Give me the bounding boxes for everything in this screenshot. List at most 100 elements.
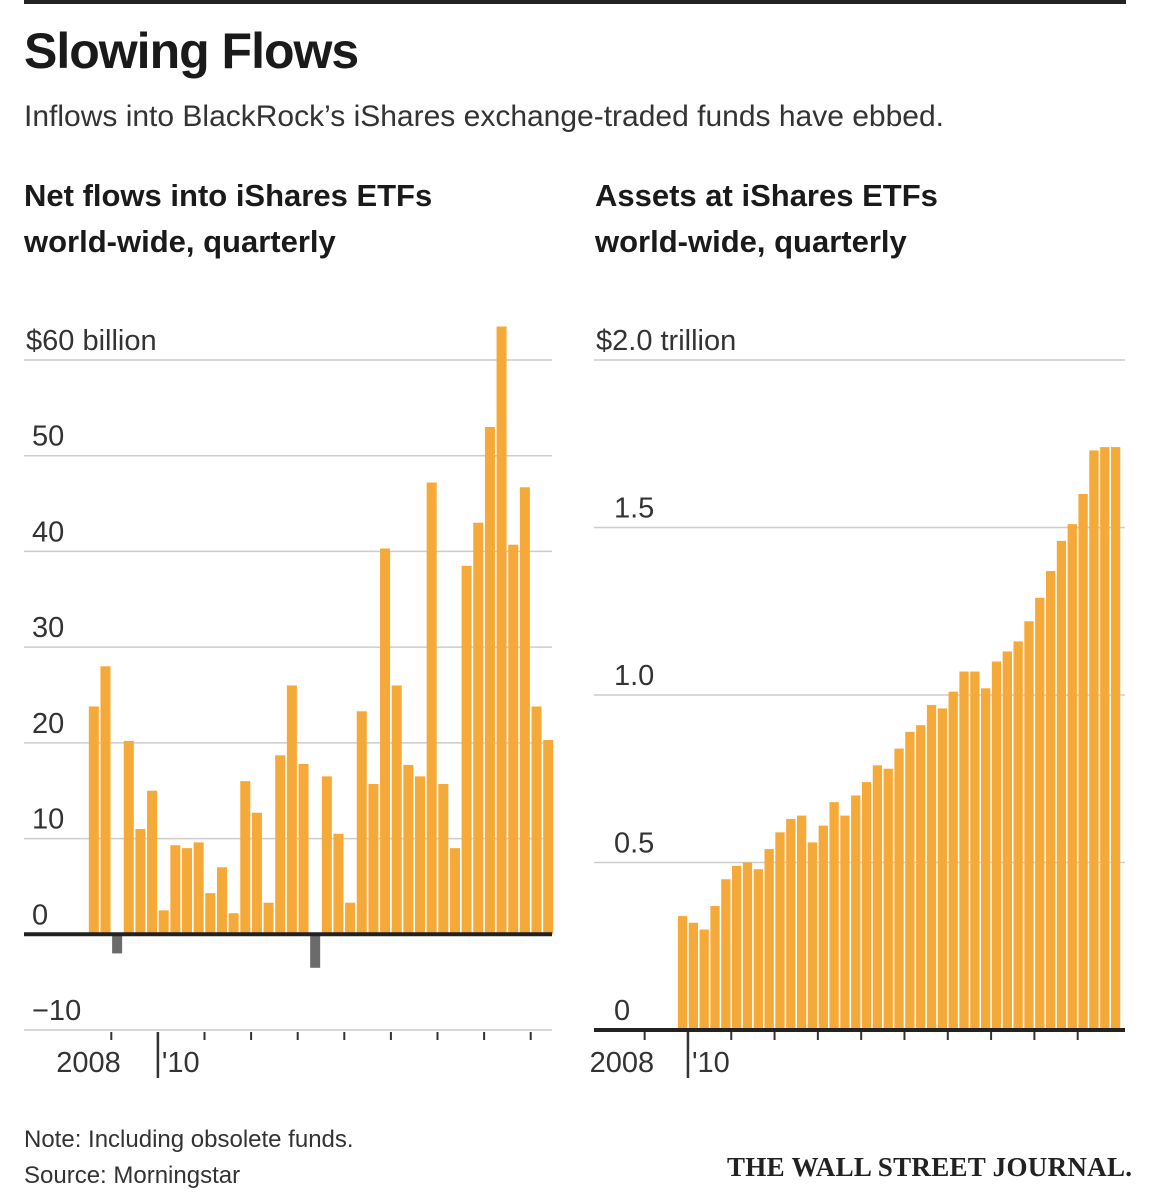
bar <box>948 691 958 1030</box>
bar <box>1100 447 1110 1031</box>
bar <box>1067 524 1077 1030</box>
bar <box>786 818 796 1030</box>
bar <box>88 706 99 935</box>
y-tick-label: 1.5 <box>614 493 654 525</box>
bar <box>484 427 495 935</box>
bar <box>310 934 321 968</box>
bar <box>496 326 507 935</box>
bar <box>829 802 839 1030</box>
bar <box>356 711 367 935</box>
bar <box>228 913 239 935</box>
bar <box>112 934 123 954</box>
bar <box>981 688 991 1030</box>
source-text: Source: Morningstar <box>24 1162 241 1189</box>
bar <box>368 784 379 935</box>
bar <box>796 815 807 1030</box>
bar <box>473 522 484 935</box>
bar <box>147 790 158 935</box>
bar <box>333 833 344 935</box>
y-tick-label: 30 <box>32 612 64 644</box>
bar <box>345 902 356 935</box>
bar <box>688 922 699 1030</box>
x-tick-label: 2008 <box>590 1047 655 1079</box>
y-tick-label: 0.5 <box>614 828 654 860</box>
bar <box>883 768 893 1030</box>
bar <box>135 829 146 935</box>
bar <box>916 725 926 1030</box>
bar <box>403 764 414 935</box>
bar <box>415 776 426 935</box>
bar <box>426 482 437 935</box>
bar <box>193 842 204 935</box>
bar <box>764 849 774 1030</box>
bar <box>1035 597 1045 1030</box>
bar <box>905 731 915 1030</box>
bar <box>1078 494 1088 1030</box>
bar <box>721 879 731 1030</box>
bar <box>275 755 286 935</box>
bar <box>182 848 193 935</box>
x-tick-label: '10 <box>162 1047 200 1079</box>
y-tick-label: 20 <box>32 708 64 740</box>
bar <box>531 706 542 935</box>
bar <box>1110 447 1121 1031</box>
net-flows-title-line-2: world-wide, quarterly <box>24 224 336 259</box>
bar <box>894 748 904 1030</box>
net-flows-chart-title: Net flows into iShares ETFs world-wide, … <box>24 173 432 265</box>
bar <box>1002 651 1012 1030</box>
bar <box>775 832 785 1030</box>
bar <box>991 661 1002 1030</box>
bar <box>298 763 309 935</box>
bar <box>1013 641 1023 1030</box>
y-tick-label: 0 <box>32 899 48 931</box>
bar <box>1024 621 1034 1030</box>
y-tick-label: 40 <box>32 516 64 548</box>
page-title: Slowing Flows <box>24 23 359 79</box>
bar <box>461 565 472 935</box>
y-tick-label: 50 <box>32 421 64 453</box>
y-tick-label: −10 <box>32 995 81 1027</box>
publisher-logo: THE WALL STREET JOURNAL. <box>727 1152 1133 1182</box>
bar <box>508 544 519 935</box>
bar <box>263 902 274 935</box>
bar <box>970 671 980 1030</box>
y-tick-label: $60 billion <box>26 325 157 357</box>
assets-title-line-1: Assets at iShares ETFs <box>595 178 938 213</box>
bar <box>170 845 181 935</box>
bar <box>100 666 111 935</box>
bar <box>861 782 872 1030</box>
y-tick-label: 1.0 <box>614 660 654 692</box>
bar <box>1089 450 1099 1030</box>
bar <box>286 685 297 935</box>
bar <box>123 740 134 935</box>
y-tick-label: $2.0 trillion <box>596 325 736 357</box>
bar <box>251 812 262 935</box>
assets-chart: $2.0 trillion 1.5 1.0 0.5 0 2008 '10 <box>590 325 1125 1079</box>
bar <box>732 865 742 1030</box>
bar <box>753 869 763 1030</box>
bar <box>321 776 332 935</box>
x-tick-label: 2008 <box>56 1047 121 1079</box>
bar <box>449 848 460 935</box>
x-tick-label: '10 <box>692 1047 730 1079</box>
bar <box>677 916 688 1030</box>
bar <box>937 708 948 1030</box>
bar <box>380 548 391 935</box>
bar <box>391 685 402 935</box>
bar <box>818 825 828 1030</box>
bar <box>840 815 850 1030</box>
bar <box>926 705 937 1030</box>
bar <box>872 765 883 1030</box>
bar <box>240 781 251 935</box>
bar <box>742 862 753 1030</box>
top-rule <box>24 0 1126 4</box>
page-subtitle: Inflows into BlackRock’s iShares exchang… <box>24 100 944 133</box>
bar <box>1045 571 1056 1030</box>
assets-chart-title: Assets at iShares ETFs world-wide, quart… <box>595 173 938 265</box>
bar <box>205 893 216 935</box>
bar <box>807 842 818 1030</box>
bar <box>959 671 969 1030</box>
bar <box>519 487 530 935</box>
bar <box>216 867 227 935</box>
bar <box>851 795 861 1030</box>
